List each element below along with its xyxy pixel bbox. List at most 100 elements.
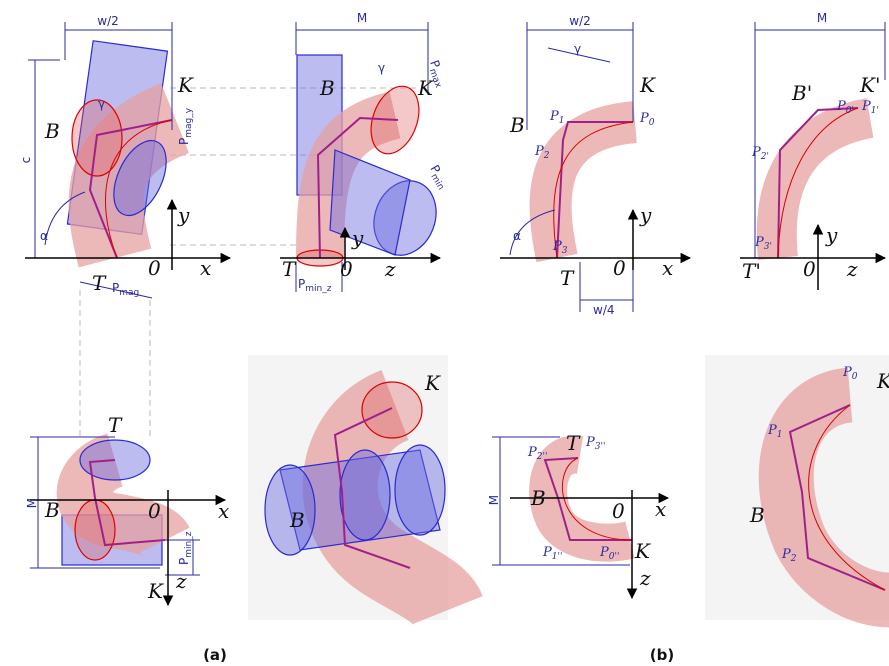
shape: mag bbox=[119, 288, 139, 298]
panel-top-b: M T B 0 x K z P0'' P1'' P2'' P3'' bbox=[487, 431, 668, 598]
point-label: K bbox=[424, 371, 441, 395]
shape: P bbox=[639, 111, 649, 126]
caption: (b) bbox=[650, 646, 674, 664]
panel-front-b: w/2 γ K B T 0 x y α w/4 P0 P1 P2 P3 bbox=[500, 14, 690, 317]
point-label: K bbox=[876, 369, 889, 393]
panel-iso-a: K B bbox=[248, 355, 448, 620]
shape bbox=[340, 450, 390, 540]
dim-label: c bbox=[19, 157, 33, 164]
shape: 2 bbox=[543, 151, 550, 161]
shape: P bbox=[836, 99, 846, 114]
point-label: P2' bbox=[751, 145, 769, 162]
dim-label: Pmin_z bbox=[298, 277, 332, 294]
shape: P bbox=[751, 145, 761, 160]
shape: P bbox=[112, 281, 119, 295]
point-label: T' bbox=[742, 259, 761, 283]
shape: P bbox=[754, 235, 764, 250]
point-label: T bbox=[108, 413, 123, 437]
axis-label: z bbox=[175, 569, 187, 593]
angle-label: γ bbox=[574, 42, 581, 56]
axis-label: z bbox=[639, 566, 651, 590]
panel-iso-b: P0 K P1 B P2 bbox=[705, 355, 889, 620]
shape: 1 bbox=[559, 116, 565, 126]
point-label: B' bbox=[791, 81, 812, 105]
dim-label: w/2 bbox=[97, 14, 119, 28]
dim-label: Pmin_z bbox=[177, 531, 194, 565]
panel-top-a: T M B 0 x K z Pmin_z bbox=[25, 413, 229, 605]
angle-label: γ bbox=[98, 97, 105, 111]
dim-label: M bbox=[357, 11, 367, 25]
shape: 2'' bbox=[536, 452, 548, 462]
shape: P bbox=[767, 423, 777, 438]
axis-label: y bbox=[639, 203, 652, 227]
dim-label: M bbox=[487, 495, 501, 505]
shape: 0' bbox=[846, 106, 854, 116]
point-label: K bbox=[147, 579, 164, 603]
axis-label: x bbox=[218, 499, 229, 523]
axis-label: x bbox=[200, 256, 211, 280]
panel-front-a: w/2 c K B T 0 x y γ α Pmag_y Pmag bbox=[19, 14, 230, 298]
point-label: P1' bbox=[861, 99, 879, 116]
point-label: B bbox=[44, 119, 60, 143]
shape: 1' bbox=[871, 106, 879, 116]
point-label: B bbox=[319, 76, 335, 100]
point-label: B bbox=[44, 498, 60, 522]
point-label: P0 bbox=[639, 111, 655, 128]
dim-label: Pmag_y bbox=[177, 107, 194, 145]
shape bbox=[395, 445, 445, 535]
axis-label: x bbox=[662, 256, 673, 280]
shape: P bbox=[527, 445, 537, 460]
dim-label: M bbox=[817, 11, 827, 25]
axis-label: z bbox=[846, 257, 858, 281]
caption: (a) bbox=[203, 646, 227, 664]
dim-label: w/2 bbox=[569, 14, 591, 28]
shape: min_z bbox=[305, 284, 331, 294]
point-label: T bbox=[560, 266, 575, 290]
axis-label: z bbox=[384, 257, 396, 281]
point-label: T bbox=[282, 257, 297, 281]
shape: P bbox=[534, 144, 544, 159]
shape: P bbox=[842, 365, 852, 380]
shape bbox=[362, 382, 422, 438]
point-label: T bbox=[92, 271, 107, 295]
shape: 1'' bbox=[552, 552, 563, 562]
point-label: K bbox=[634, 539, 651, 563]
shape: 0'' bbox=[609, 552, 620, 562]
dim-label: Pmag bbox=[112, 281, 139, 298]
origin-label: 0 bbox=[148, 499, 161, 523]
shape: P bbox=[549, 109, 559, 124]
shape: 0 bbox=[649, 118, 655, 128]
axis-label: x bbox=[655, 497, 666, 521]
point-label: B bbox=[749, 503, 765, 527]
point-label: P2'' bbox=[527, 445, 547, 462]
shape: P bbox=[861, 99, 871, 114]
shape: 3' bbox=[764, 242, 772, 252]
point-label: K bbox=[639, 73, 656, 97]
point-label: P1 bbox=[549, 109, 564, 126]
panel-side-a: M γ K B T 0 y z Pmax Pmin Pmin_z bbox=[280, 11, 452, 294]
origin-label: 0 bbox=[803, 257, 816, 281]
shape: P bbox=[781, 547, 791, 562]
point-label: B bbox=[509, 113, 525, 137]
shape: P bbox=[585, 435, 595, 450]
origin-label: 0 bbox=[148, 256, 161, 280]
angle-label: γ bbox=[378, 61, 385, 75]
point-label: T bbox=[566, 431, 581, 455]
point-label: P0' bbox=[836, 99, 854, 116]
angle-label: α bbox=[40, 229, 48, 243]
shape: 3 bbox=[562, 246, 568, 256]
point-label: P3'' bbox=[585, 435, 605, 452]
shape bbox=[75, 500, 115, 560]
axis-label: y bbox=[177, 203, 190, 227]
shape: P bbox=[542, 545, 552, 560]
shape: P bbox=[177, 558, 191, 565]
shape: P bbox=[552, 239, 562, 254]
shape: 0 bbox=[852, 372, 858, 382]
shape: 3'' bbox=[595, 442, 606, 452]
figure: w/2 c K B T 0 x y γ α Pmag_y Pmag M γ K … bbox=[0, 0, 889, 666]
angle-label: α bbox=[513, 229, 521, 243]
origin-label: 0 bbox=[612, 499, 625, 523]
dim-label: M bbox=[25, 498, 39, 508]
point-label: B bbox=[530, 486, 546, 510]
shape: 1 bbox=[777, 430, 783, 440]
